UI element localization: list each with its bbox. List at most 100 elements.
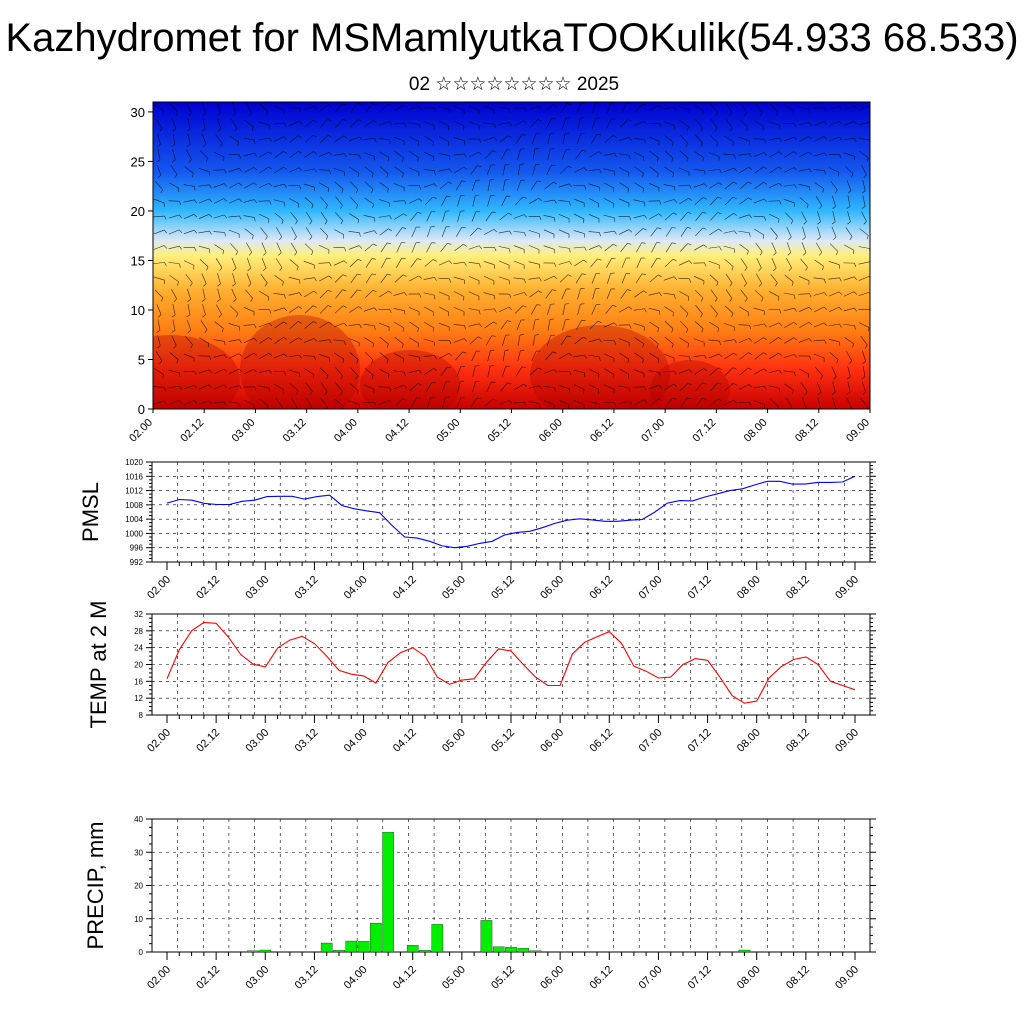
precip-bar bbox=[492, 946, 505, 953]
ytick-label: 1016 bbox=[125, 472, 143, 481]
precip-ylabel: PRECIP, mm bbox=[83, 822, 108, 950]
ytick-label: 12 bbox=[134, 694, 143, 703]
xtick-label: 04.12 bbox=[391, 574, 419, 602]
xtick-label: 07.12 bbox=[686, 964, 714, 992]
xtick-label: 09.00 bbox=[844, 417, 872, 445]
pmsl-line bbox=[166, 475, 856, 549]
xtick-label: 03.12 bbox=[293, 964, 321, 992]
xtick-label: 07.00 bbox=[637, 964, 665, 992]
xtick-label: 04.00 bbox=[342, 574, 370, 602]
cross-section-plot bbox=[153, 102, 870, 409]
ytick-label: 1004 bbox=[125, 515, 143, 524]
xtick-label: 08.00 bbox=[735, 964, 763, 992]
wind-barbs bbox=[153, 102, 870, 409]
ytick-label: 992 bbox=[130, 558, 144, 567]
temp-panel bbox=[146, 613, 876, 723]
xtick-label: 02.12 bbox=[178, 417, 206, 445]
xtick-label: 08.00 bbox=[735, 727, 763, 755]
precip-bar bbox=[431, 924, 444, 953]
warm-core bbox=[153, 335, 240, 409]
ytick-label: 1012 bbox=[125, 487, 143, 496]
precip-bar bbox=[517, 948, 530, 953]
xtick-label: 03.00 bbox=[230, 417, 258, 445]
precip-bar bbox=[738, 949, 751, 953]
xtick-label: 04.12 bbox=[391, 964, 419, 992]
xtick-label: 05.00 bbox=[440, 727, 468, 755]
xtick-label: 02.00 bbox=[145, 964, 173, 992]
xtick-label: 04.12 bbox=[391, 727, 419, 755]
ytick-label: 28 bbox=[134, 627, 143, 636]
ytick-label: 20 bbox=[134, 661, 143, 670]
ytick-label: 5 bbox=[138, 352, 145, 367]
xtick-label: 02.12 bbox=[194, 574, 222, 602]
temp-line bbox=[166, 621, 856, 704]
xtick-label: 04.00 bbox=[342, 727, 370, 755]
xtick-label: 07.12 bbox=[686, 727, 714, 755]
xtick-label: 08.12 bbox=[784, 727, 812, 755]
precip-bar bbox=[357, 941, 370, 953]
ytick-label: 24 bbox=[134, 644, 143, 653]
xtick-label: 06.12 bbox=[587, 574, 615, 602]
ytick-label: 10 bbox=[131, 303, 145, 318]
xtick-label: 07.00 bbox=[639, 417, 667, 445]
xtick-label: 07.00 bbox=[637, 727, 665, 755]
xtick-label: 09.00 bbox=[833, 964, 861, 992]
ytick-label: 15 bbox=[131, 253, 145, 268]
ytick-label: 30 bbox=[134, 848, 143, 857]
precip-bar bbox=[505, 947, 517, 953]
xtick-label: 02.12 bbox=[194, 727, 222, 755]
ytick-label: 8 bbox=[139, 711, 144, 720]
xtick-label: 05.00 bbox=[434, 417, 462, 445]
xtick-label: 06.00 bbox=[538, 727, 566, 755]
xtick-label: 06.00 bbox=[537, 417, 565, 445]
precip-bar bbox=[247, 950, 259, 953]
chart-subtitle: 02 ☆☆☆☆☆☆☆☆ 2025 bbox=[408, 74, 620, 95]
pmsl-ylabel: PMSL bbox=[78, 482, 103, 542]
ytick-label: 10 bbox=[134, 915, 143, 924]
precip-bar bbox=[320, 942, 333, 953]
precip-bar bbox=[406, 945, 419, 953]
chart-title: Kazhydromet for MSMamlyutkaTOOKulik(54.9… bbox=[5, 16, 1019, 60]
xtick-label: 03.12 bbox=[293, 574, 321, 602]
xtick-label: 07.00 bbox=[637, 574, 665, 602]
ytick-label: 0 bbox=[139, 948, 144, 957]
xtick-label: 07.12 bbox=[691, 417, 719, 445]
precip-bar bbox=[529, 950, 542, 953]
ytick-label: 25 bbox=[131, 154, 145, 169]
xtick-label: 05.12 bbox=[489, 574, 517, 602]
xtick-label: 03.12 bbox=[293, 727, 321, 755]
pmsl-panel bbox=[146, 461, 876, 570]
xtick-label: 05.12 bbox=[489, 727, 517, 755]
ytick-label: 20 bbox=[134, 882, 143, 891]
ytick-label: 20 bbox=[131, 204, 145, 219]
warm-core bbox=[360, 350, 460, 409]
ytick-label: 40 bbox=[134, 815, 143, 824]
precip-bar bbox=[370, 922, 382, 953]
precip-grid bbox=[152, 819, 870, 952]
precip-bar bbox=[480, 920, 493, 953]
xtick-label: 05.12 bbox=[489, 964, 517, 992]
ytick-label: 996 bbox=[130, 544, 144, 553]
warm-core bbox=[650, 360, 730, 409]
xtick-label: 09.00 bbox=[833, 574, 861, 602]
xtick-label: 03.00 bbox=[243, 964, 271, 992]
temperature-field bbox=[153, 102, 870, 409]
ytick-label: 32 bbox=[134, 610, 143, 619]
xtick-label: 04.12 bbox=[383, 417, 411, 445]
xtick-label: 06.12 bbox=[588, 417, 616, 445]
precip-bar bbox=[345, 940, 358, 953]
xtick-label: 08.12 bbox=[784, 964, 812, 992]
xtick-label: 03.12 bbox=[281, 417, 309, 445]
xtick-label: 03.00 bbox=[243, 574, 271, 602]
precip-bar bbox=[333, 950, 345, 953]
ytick-label: 1008 bbox=[125, 501, 143, 510]
xtick-label: 02.00 bbox=[145, 574, 173, 602]
xtick-label: 05.00 bbox=[440, 574, 468, 602]
xtick-label: 08.00 bbox=[735, 574, 763, 602]
xtick-label: 07.12 bbox=[686, 574, 714, 602]
ytick-label: 30 bbox=[131, 105, 145, 120]
xtick-label: 05.00 bbox=[440, 964, 468, 992]
xtick-label: 04.00 bbox=[342, 964, 370, 992]
xtick-label: 08.12 bbox=[784, 574, 812, 602]
